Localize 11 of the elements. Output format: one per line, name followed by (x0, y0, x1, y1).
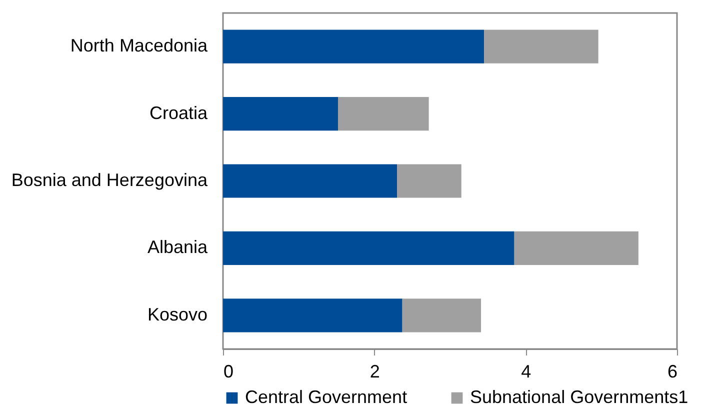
y-tick-label: Albania (147, 237, 208, 258)
y-tick-label: Kosovo (147, 304, 208, 324)
legend-label: Central Government (245, 387, 408, 407)
x-tick-label: 2 (370, 362, 380, 382)
y-tick-label: Croatia (149, 102, 208, 123)
x-tick-label: 0 (224, 362, 234, 382)
x-tick-label: 6 (667, 362, 678, 382)
y-tick-label: Bosnia and Herzegovina (11, 170, 208, 190)
legend-label: Subnational Governments1 (470, 387, 688, 407)
x-tick-label: 4 (521, 362, 532, 382)
y-tick-label: North Macedonia (70, 36, 208, 56)
